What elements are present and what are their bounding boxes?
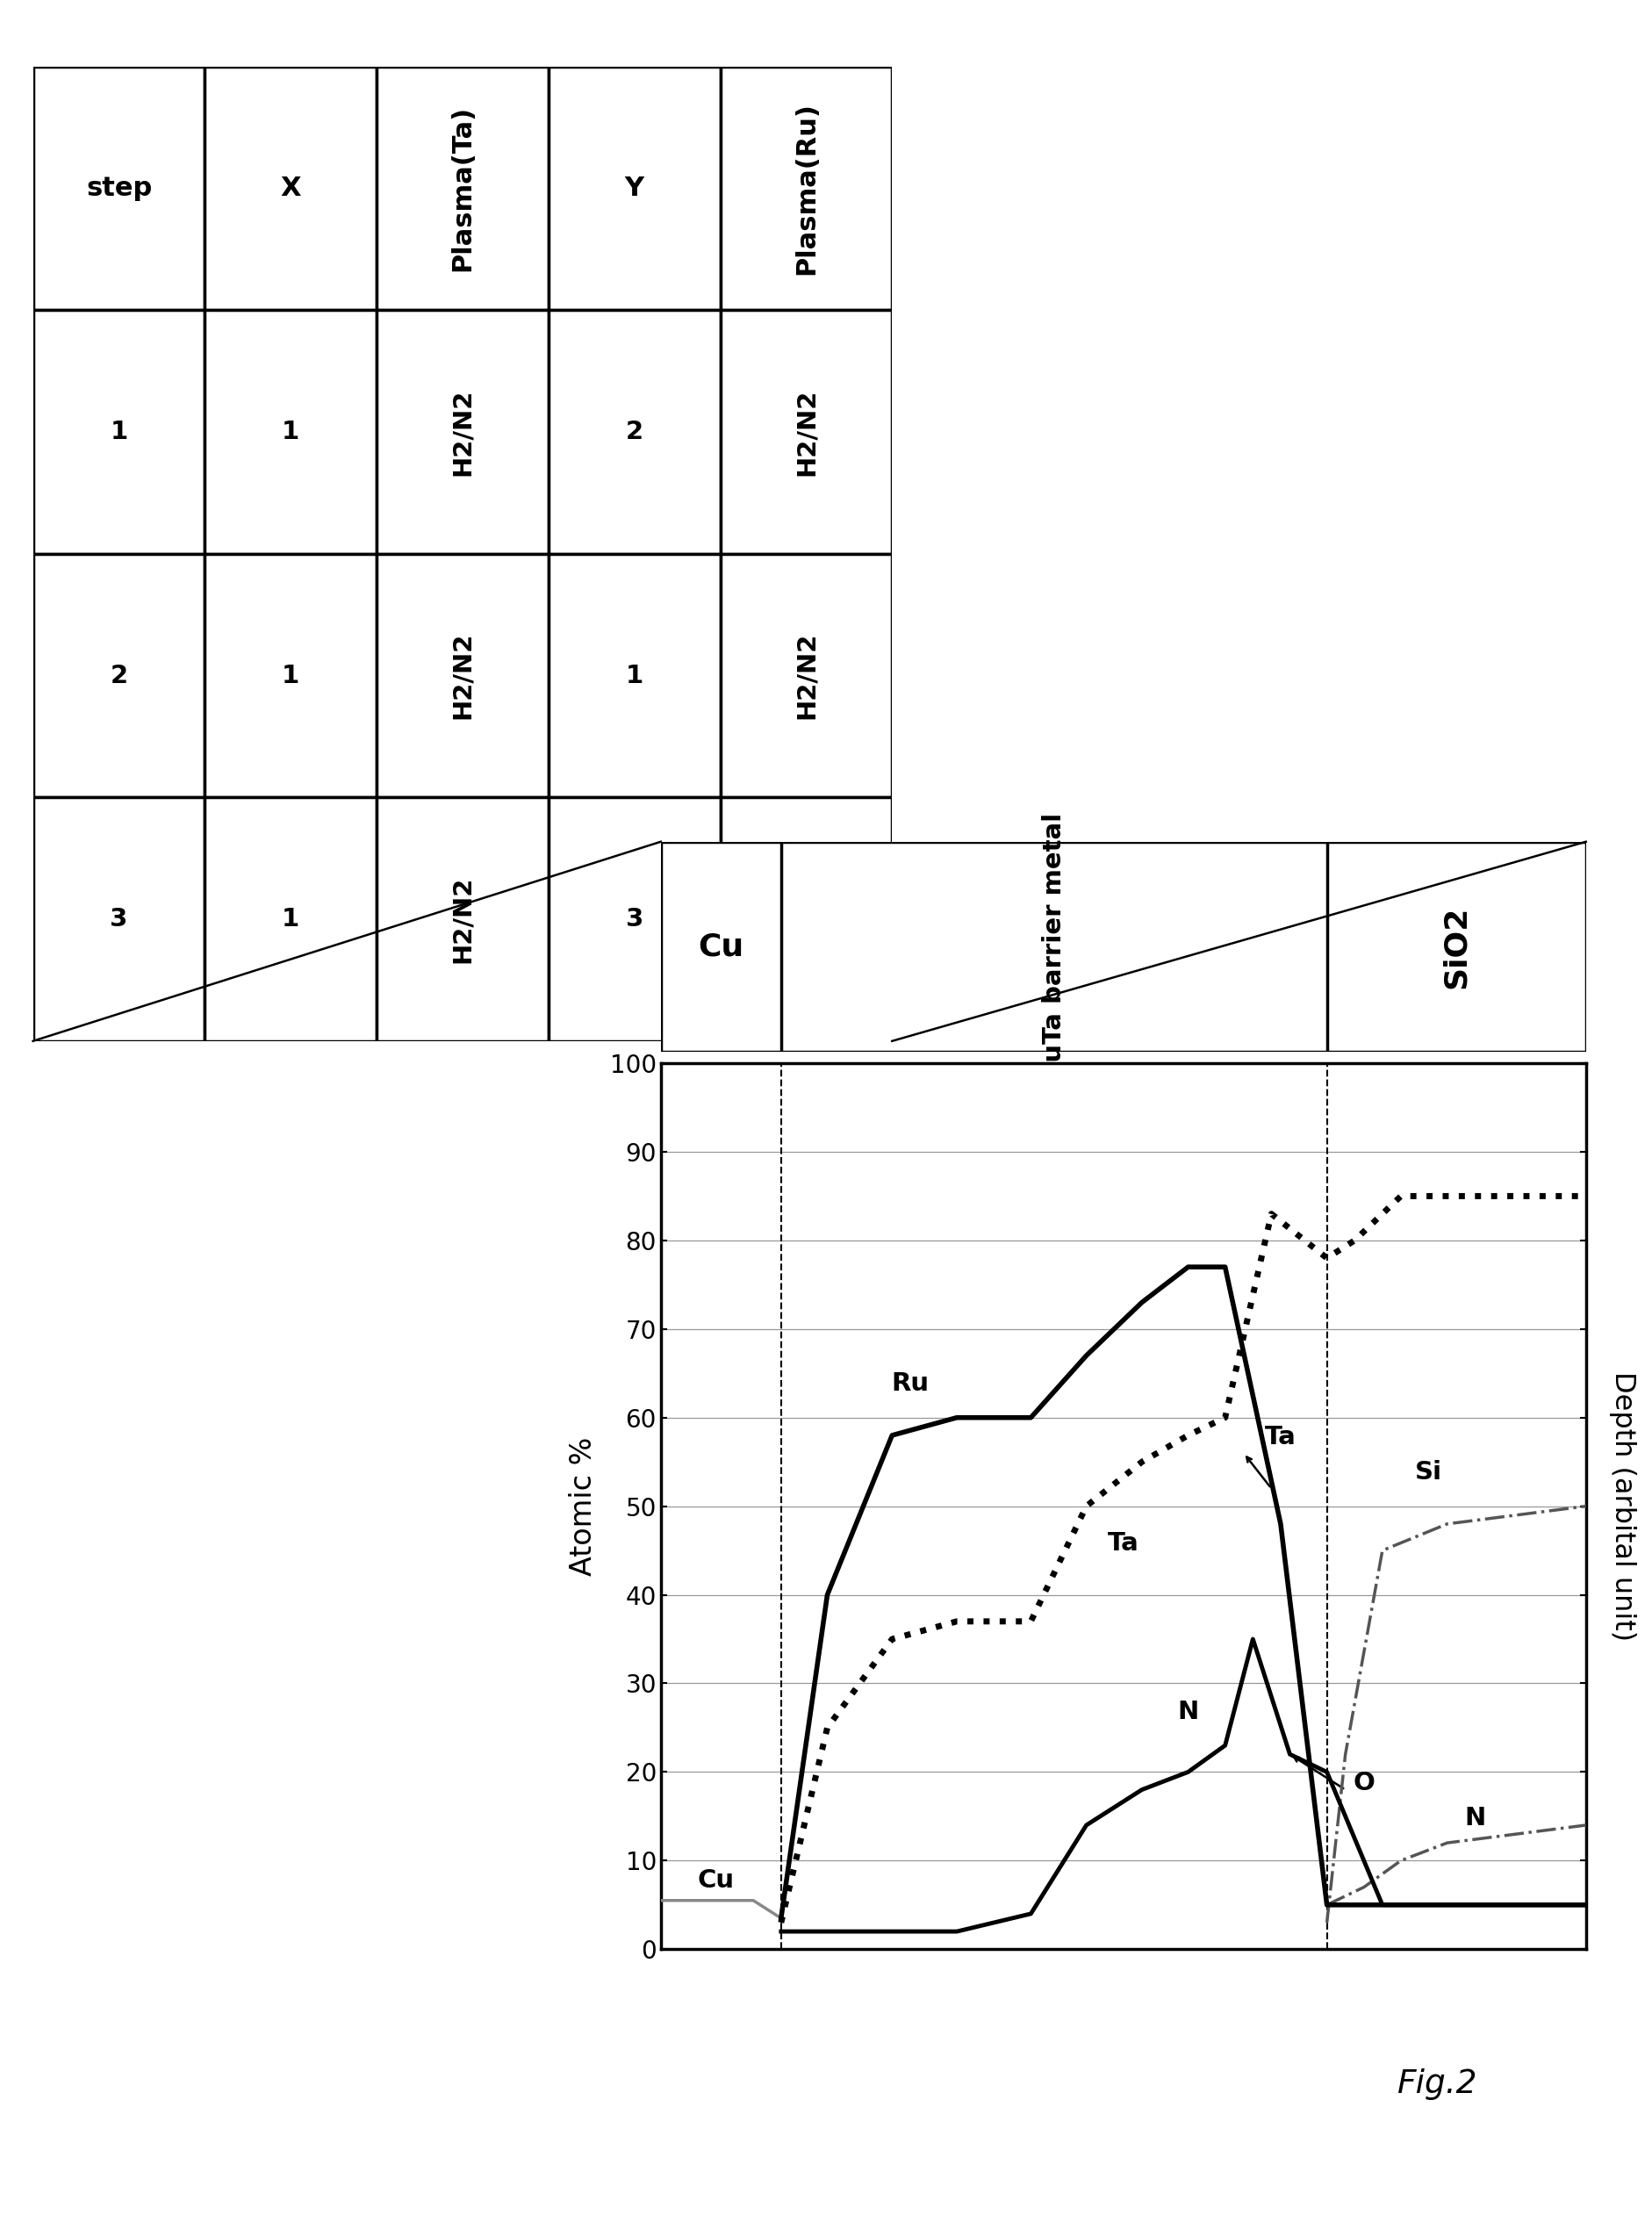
Bar bbox=[205, 66, 377, 310]
Text: Plasma(Ru): Plasma(Ru) bbox=[793, 102, 819, 275]
Text: H2/N2: H2/N2 bbox=[451, 388, 474, 476]
Text: SiO2: SiO2 bbox=[1442, 906, 1472, 988]
Bar bbox=[720, 66, 892, 310]
Text: 3: 3 bbox=[111, 906, 127, 933]
Text: N: N bbox=[1178, 1699, 1199, 1723]
Bar bbox=[205, 554, 377, 797]
Bar bbox=[33, 797, 205, 1041]
Bar bbox=[548, 310, 720, 554]
Bar bbox=[205, 310, 377, 554]
Text: O: O bbox=[1353, 1770, 1374, 1794]
Text: 3: 3 bbox=[626, 906, 643, 933]
Text: H2: H2 bbox=[795, 899, 818, 939]
Text: Ta: Ta bbox=[1265, 1424, 1297, 1449]
Bar bbox=[33, 310, 205, 554]
Text: step: step bbox=[86, 175, 152, 202]
Bar bbox=[720, 554, 892, 797]
Text: Ru: Ru bbox=[892, 1371, 930, 1395]
Text: Depth (arbital unit): Depth (arbital unit) bbox=[1609, 1371, 1637, 1641]
Text: 1: 1 bbox=[282, 662, 299, 689]
Text: 1: 1 bbox=[626, 662, 643, 689]
Text: H2/N2: H2/N2 bbox=[451, 875, 474, 964]
Text: Si: Si bbox=[1416, 1460, 1442, 1484]
Bar bbox=[548, 554, 720, 797]
Text: 2: 2 bbox=[626, 419, 643, 445]
Text: Plasma(Ta): Plasma(Ta) bbox=[449, 106, 476, 270]
Bar bbox=[377, 554, 548, 797]
Bar bbox=[377, 310, 548, 554]
Text: Cu: Cu bbox=[699, 933, 743, 961]
Bar bbox=[377, 66, 548, 310]
Text: Fig.2: Fig.2 bbox=[1398, 2069, 1477, 2100]
Text: Cu: Cu bbox=[697, 1867, 735, 1892]
Text: H2/N2: H2/N2 bbox=[795, 631, 818, 720]
Bar bbox=[377, 797, 548, 1041]
Bar bbox=[548, 797, 720, 1041]
Text: Ta: Ta bbox=[1108, 1531, 1138, 1555]
Text: N: N bbox=[1464, 1805, 1485, 1830]
Text: H2/N2: H2/N2 bbox=[795, 388, 818, 476]
Text: H2/N2: H2/N2 bbox=[451, 631, 474, 720]
Text: 2: 2 bbox=[111, 662, 127, 689]
Y-axis label: Atomic %: Atomic % bbox=[568, 1438, 598, 1575]
Text: 1: 1 bbox=[282, 419, 299, 445]
Text: 1: 1 bbox=[111, 419, 127, 445]
Text: 1: 1 bbox=[282, 906, 299, 933]
Bar bbox=[720, 310, 892, 554]
Bar bbox=[720, 797, 892, 1041]
Text: Y: Y bbox=[624, 175, 644, 202]
Bar bbox=[33, 66, 205, 310]
Bar bbox=[33, 554, 205, 797]
Bar bbox=[205, 797, 377, 1041]
Text: RuTa barrier metal: RuTa barrier metal bbox=[1042, 813, 1066, 1081]
Bar bbox=[548, 66, 720, 310]
Text: X: X bbox=[281, 175, 301, 202]
